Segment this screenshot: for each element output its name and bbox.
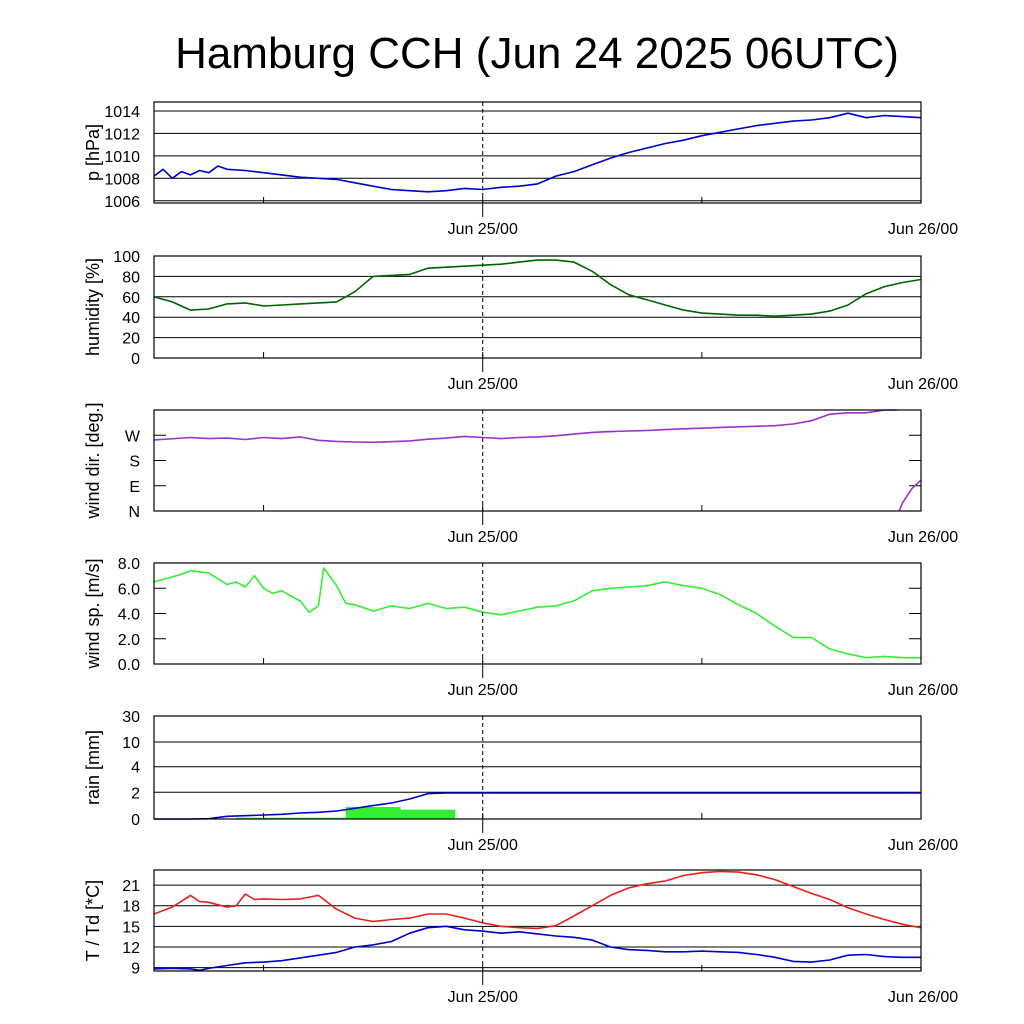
pressure-series-line	[153, 112, 922, 193]
temperature-x-tick-label: Jun 25/00	[448, 989, 518, 1006]
rain-y-tick-label: 0	[131, 812, 140, 829]
pressure-y-tick-label: 1010	[104, 149, 140, 166]
rain-bar	[400, 809, 456, 819]
humidity-y-tick-label: 0	[131, 351, 140, 368]
wind-direction-frame	[153, 409, 922, 512]
rain-bar	[345, 806, 401, 819]
temperature-x-tick-label: Jun 26/00	[888, 989, 958, 1006]
temperature-panel: 9 12 15 18 21 T / Td [*C] Jun 25/00 Jun 26/00	[83, 869, 958, 1006]
rain-y-tick-label: 30	[122, 709, 140, 726]
pressure-y-tick-label: 1012	[104, 126, 140, 143]
rain-y-tick-label: 10	[122, 735, 140, 752]
wind-direction-y-axis-label: wind dir. [deg.]	[83, 402, 103, 519]
rain-bar	[236, 817, 346, 819]
humidity-series-line	[153, 259, 922, 317]
wind-speed-y-tick-label: 2.0	[118, 632, 140, 649]
temperature-series-line	[153, 925, 921, 972]
wind-speed-y-tick-label: 8.0	[118, 556, 140, 573]
wind-speed-y-tick-label: 6.0	[118, 581, 140, 598]
temperature-y-tick-label: 12	[122, 940, 140, 957]
wind-direction-x-tick-label: Jun 25/00	[448, 529, 518, 546]
wind-speed-y-tick-label: 0.0	[118, 657, 140, 674]
wind-speed-y-tick-label: 4.0	[118, 607, 140, 624]
pressure-x-tick-label: Jun 25/00	[448, 221, 518, 238]
temperature-y-axis-label: T / Td [*C]	[83, 880, 103, 961]
pressure-frame	[153, 101, 922, 204]
pressure-y-axis-label: p [hPa]	[83, 124, 103, 181]
wind-speed-panel: 0.0 2.0 4.0 6.0 8.0 wind sp. [m/s] Jun 25/00 Ju…	[83, 556, 958, 699]
rain-y-tick-label: 2	[131, 785, 140, 802]
humidity-y-tick-label: 20	[122, 331, 140, 348]
humidity-panel: 0 20 40 60 80 100 humidity [%] Jun 25/00 Jun 26/…	[83, 249, 958, 393]
wind-direction-x-tick-label: Jun 26/00	[888, 529, 958, 546]
wind-speed-series-line	[153, 567, 921, 659]
rain-frame	[153, 715, 922, 820]
rain-panel: 0 2 4 10 30 rain [mm] Jun 25/00 Jun 26/00	[83, 709, 958, 854]
wind-direction-y-tick-label: E	[129, 479, 140, 496]
humidity-y-tick-label: 100	[113, 249, 140, 266]
pressure-x-tick-label: Jun 26/00	[888, 221, 958, 238]
wind-speed-frame	[153, 562, 922, 665]
humidity-frame	[153, 255, 922, 359]
rain-y-tick-label: 4	[131, 760, 140, 777]
humidity-y-axis-label: humidity [%]	[83, 258, 103, 356]
wind-direction-series-line	[153, 409, 922, 512]
temperature-y-tick-label: 9	[131, 961, 140, 978]
temperature-series-line	[153, 870, 922, 930]
humidity-y-tick-label: 60	[122, 290, 140, 307]
pressure-y-tick-label: 1014	[104, 104, 140, 121]
humidity-x-tick-label: Jun 26/00	[888, 376, 958, 393]
pressure-y-tick-label: 1006	[104, 194, 140, 211]
humidity-x-tick-label: Jun 25/00	[448, 376, 518, 393]
rain-x-tick-label: Jun 26/00	[888, 837, 958, 854]
temperature-frame	[153, 869, 922, 972]
pressure-y-tick-label: 1008	[104, 171, 140, 188]
rain-x-tick-label: Jun 25/00	[448, 837, 518, 854]
humidity-y-tick-label: 40	[122, 310, 140, 327]
wind-speed-x-tick-label: Jun 26/00	[888, 682, 958, 699]
wind-speed-y-axis-label: wind sp. [m/s]	[83, 558, 103, 669]
rain-series-line	[154, 792, 921, 820]
wind-direction-y-tick-label: S	[129, 454, 140, 471]
temperature-y-tick-label: 18	[122, 899, 140, 916]
temperature-y-tick-label: 15	[122, 919, 140, 936]
wind-direction-y-tick-label: N	[128, 504, 140, 521]
wind-direction-y-tick-label: W	[125, 428, 141, 445]
rain-y-axis-label: rain [mm]	[83, 730, 103, 805]
wind-speed-x-tick-label: Jun 25/00	[448, 682, 518, 699]
temperature-y-tick-label: 21	[122, 878, 140, 895]
chart-title: Hamburg CCH (Jun 24 2025 06UTC)	[175, 29, 899, 78]
humidity-y-tick-label: 80	[122, 269, 140, 286]
